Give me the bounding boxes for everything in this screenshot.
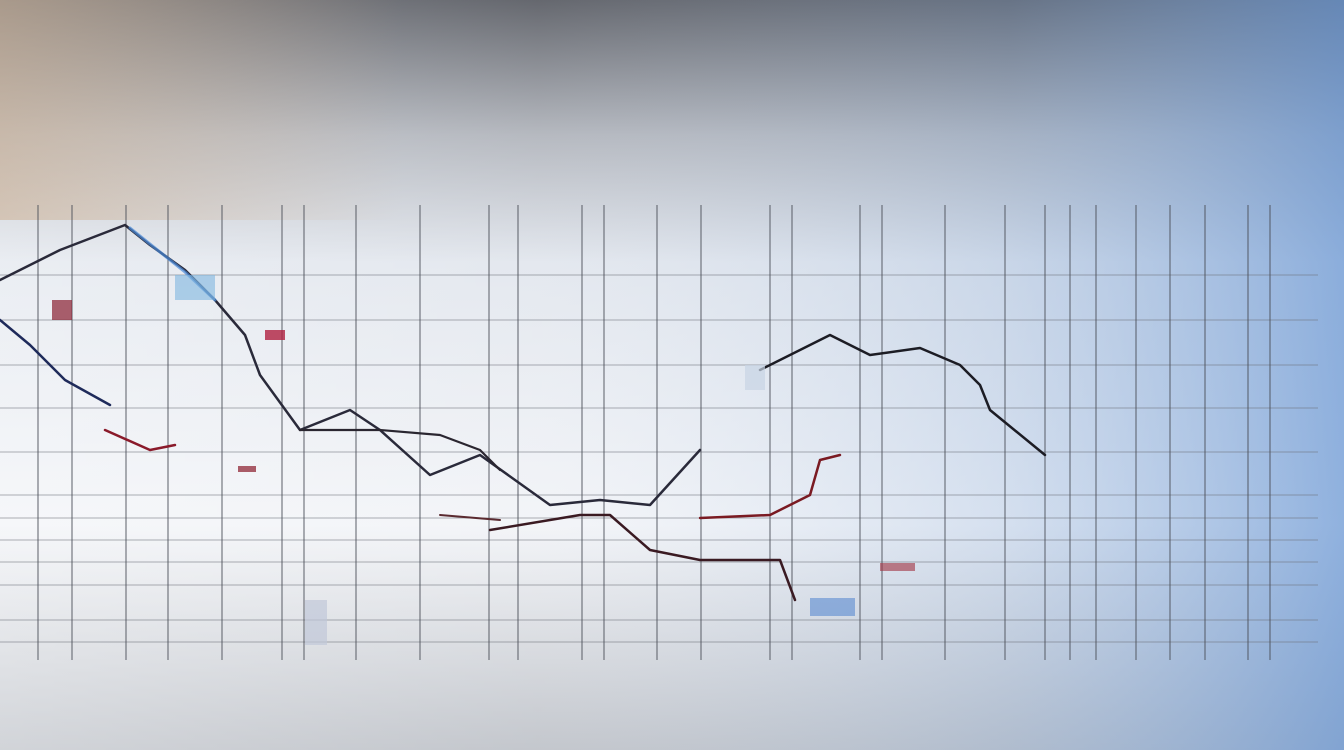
horizontal-grid: [0, 274, 1318, 643]
fragment: [810, 598, 855, 616]
line: [298, 428, 502, 472]
line: [488, 513, 797, 602]
vertical-grid: [37, 205, 1271, 660]
line: [0, 318, 112, 407]
fragment: [238, 466, 256, 472]
lines: [0, 223, 1047, 602]
fragment: [52, 300, 72, 320]
fragment: [265, 330, 285, 340]
line: [758, 333, 1047, 457]
line: [103, 428, 177, 452]
fragment: [745, 365, 765, 390]
fragment: [305, 600, 327, 645]
line: [439, 514, 501, 521]
fragments: [52, 275, 915, 645]
background-warm: [0, 0, 1344, 220]
fragment: [880, 563, 915, 571]
fragment: [175, 275, 215, 300]
line: [698, 453, 842, 520]
